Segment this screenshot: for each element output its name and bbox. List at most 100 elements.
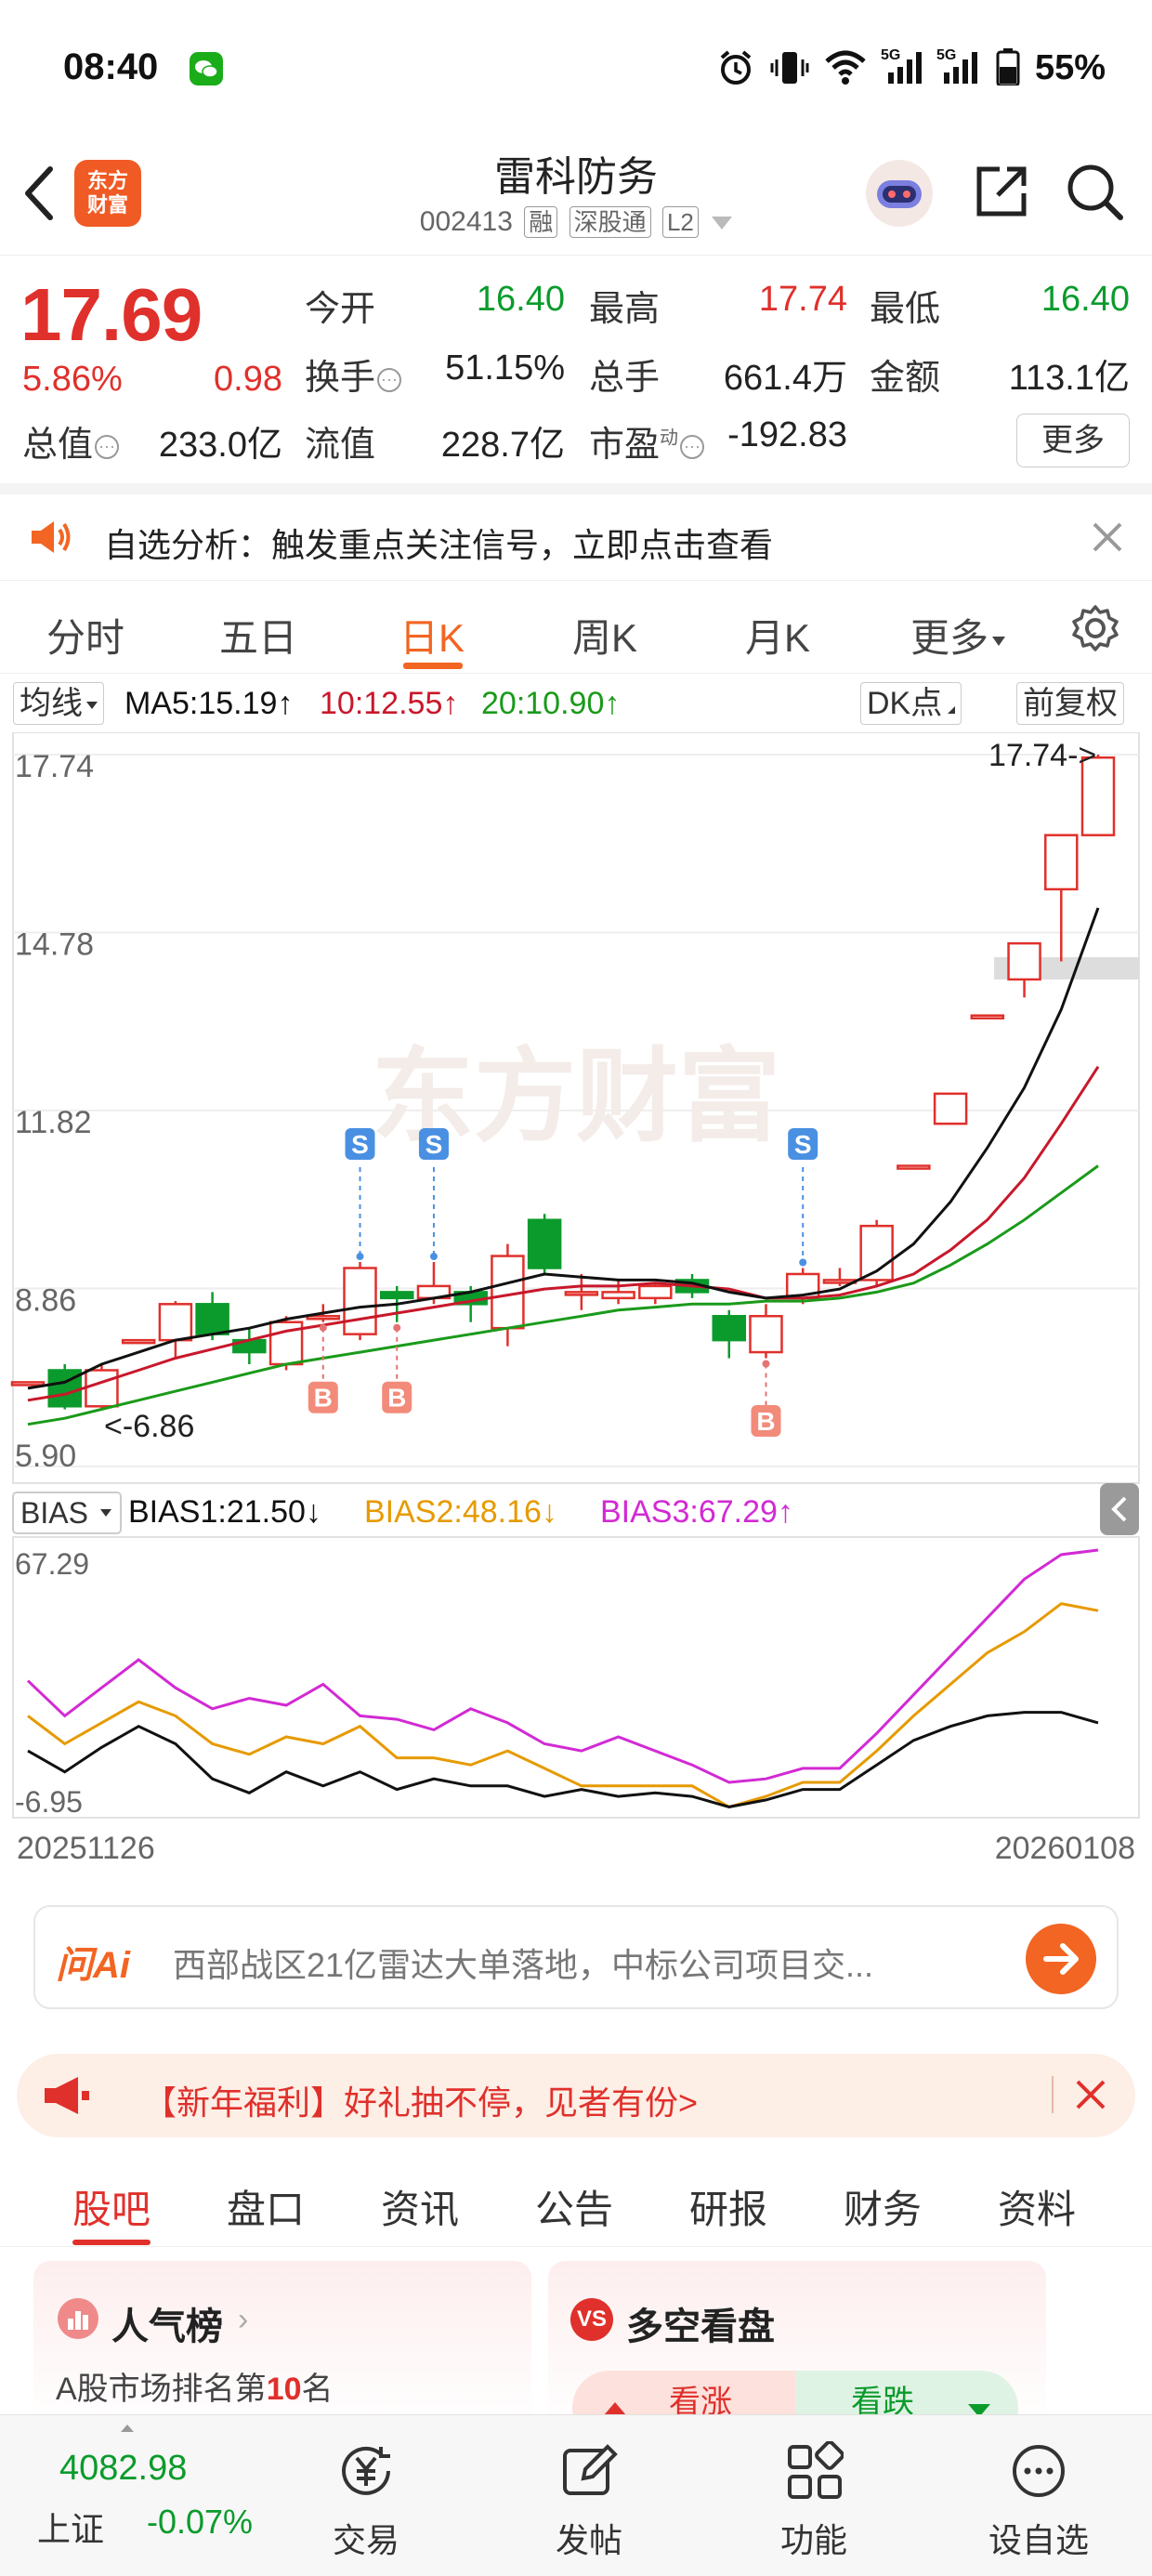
arrow-up-icon: ↑ — [604, 686, 621, 721]
tab-weekly-k[interactable]: 周K — [572, 616, 638, 660]
arrow-right-icon[interactable] — [1022, 1924, 1100, 1999]
robot-assistant-icon[interactable] — [864, 158, 935, 233]
volume-value: 661.4万 — [723, 359, 847, 398]
dropdown-icon — [86, 702, 98, 710]
tab-financials[interactable]: 财务 — [844, 2188, 923, 2231]
main-chart-frame — [12, 731, 1140, 1484]
nav-add-watchlist[interactable]: 设自选 — [946, 2415, 1132, 2576]
index-ticker[interactable]: 4082.98 上证 -0.07% — [19, 2415, 269, 2576]
dropdown-icon — [992, 636, 1006, 646]
back-icon[interactable] — [20, 164, 58, 228]
kline-svg[interactable]: 17.7414.7811.828.865.90东方财富17.74-><-6.86… — [0, 731, 1152, 1875]
tab-monthly-k[interactable]: 月K — [745, 616, 811, 660]
candle-body — [1044, 834, 1079, 891]
tab-daily-k[interactable]: 日K — [399, 616, 465, 660]
more-button[interactable]: 更多 — [1016, 414, 1130, 467]
settings-gear-icon[interactable] — [1070, 603, 1120, 658]
status-time: 08:40 — [63, 46, 159, 87]
pe-value: -192.83 — [727, 415, 847, 454]
stock-code-row[interactable]: 002413 融 深股通 L2 — [0, 206, 1152, 238]
svg-text:5G: 5G — [936, 47, 956, 63]
ma20-value: 20:10.90↑ — [481, 686, 621, 721]
buy-signal-text: B — [314, 1384, 333, 1413]
candle-body — [601, 1291, 635, 1300]
bias-chart-frame — [12, 1536, 1140, 1819]
bull-bear-card[interactable]: VS 多空看盘 看涨 看跌 — [548, 2261, 1046, 2445]
popularity-rank: A股市场排名第10名 — [56, 2372, 334, 2407]
bias2-line — [27, 1602, 1099, 1809]
high-value: 17.74 — [758, 280, 847, 319]
change-percent: 5.86% — [22, 360, 123, 399]
signal-5g-icon-2: 5G — [936, 45, 987, 92]
ask-ai-logo: 问Ai — [56, 1945, 130, 1986]
tab-announcements[interactable]: 公告 — [535, 2188, 614, 2231]
candle-body — [749, 1315, 783, 1354]
signal-5g-icon: 5G — [881, 45, 931, 92]
nav-post-label: 发帖 — [555, 2521, 622, 2559]
caret-up-icon — [121, 2425, 134, 2432]
down-triangle-icon — [968, 2404, 990, 2417]
tab-profile[interactable]: 资料 — [998, 2188, 1077, 2231]
promo-banner[interactable]: 【新年福利】好礼抽不停，见者有份> — [17, 2054, 1135, 2137]
market-cap-label[interactable]: 总值 ··· — [22, 415, 120, 467]
popularity-title: 人气榜 — [111, 2307, 223, 2347]
main-indicator-select[interactable]: 均线 — [13, 682, 104, 725]
y-tick-label: 11.82 — [15, 1105, 92, 1140]
vote-up-label: 看涨 — [669, 2385, 732, 2420]
close-icon[interactable] — [1091, 520, 1124, 559]
nav-trade[interactable]: 交易 — [273, 2415, 459, 2576]
notice-text: 自选分析：触发重点关注信号，立即点击查看 — [104, 526, 774, 564]
amount-value: 113.1亿 — [1008, 359, 1130, 398]
tab-orderbook[interactable]: 盘口 — [227, 2188, 306, 2231]
close-icon[interactable] — [1074, 2078, 1107, 2116]
candle-body — [379, 1291, 414, 1300]
tab-five-day[interactable]: 五日 — [219, 616, 298, 660]
nav-functions[interactable]: 功能 — [721, 2415, 907, 2576]
low-value: 16.40 — [1041, 280, 1130, 319]
status-bar: 08:40 5G 5G 55% — [0, 0, 1152, 130]
vs-badge: VS — [570, 2298, 613, 2341]
ask-ai-text: 西部战区21亿雷达大单落地，中标公司项目交... — [173, 1946, 874, 1984]
tab-news[interactable]: 资讯 — [381, 2188, 460, 2231]
y-tick-label: 14.78 — [15, 927, 94, 963]
pe-label[interactable]: 市盈动 ··· — [589, 415, 705, 467]
popularity-card[interactable]: 人气榜 › A股市场排名第10名 — [33, 2261, 531, 2428]
ma5-line — [27, 907, 1100, 1390]
notice-bar[interactable]: 自选分析：触发重点关注信号，立即点击查看 — [0, 483, 1152, 581]
sell-signal-dot — [429, 1253, 438, 1261]
stock-code: 002413 — [419, 206, 513, 237]
tab-intraday[interactable]: 分时 — [46, 616, 125, 660]
tab-more[interactable]: 更多 — [910, 607, 1006, 664]
kline-chart[interactable]: 17.74 14.78 11.82 8.86 5.90 东方财富 17.74-> <-6.86… — [0, 731, 1152, 1875]
share-icon[interactable] — [972, 162, 1031, 226]
bias-y-tick-bottom: -6.95 — [15, 1785, 83, 1819]
candle-body — [933, 1092, 968, 1125]
search-icon[interactable] — [1065, 162, 1124, 226]
bull-bear-title: 多空看盘 — [626, 2307, 775, 2347]
float-cap-label: 流值 — [305, 426, 376, 465]
tag-connect: 深股通 — [569, 206, 651, 238]
up-triangle-icon — [604, 2402, 626, 2415]
sell-signal-badge — [788, 1128, 818, 1160]
ma5-value: MA5:15.19↑ — [124, 686, 294, 721]
ask-ai-bar[interactable]: 问Ai 西部战区21亿雷达大单落地，中标公司项目交... — [33, 1905, 1119, 2009]
adjust-select[interactable]: 前复权 — [1016, 682, 1124, 725]
stock-name[interactable]: 雷科防务 — [494, 154, 658, 200]
active-tab-underline — [403, 663, 463, 669]
y-tick-label: 5.90 — [15, 1439, 76, 1474]
sell-signal-text: S — [794, 1130, 812, 1159]
tab-research[interactable]: 研报 — [689, 2188, 768, 2231]
nav-post[interactable]: 发帖 — [496, 2415, 682, 2576]
tab-forum[interactable]: 股吧 — [72, 2188, 151, 2231]
y-tick-label: 17.74 — [15, 749, 94, 784]
arrow-up-icon: ↑ — [442, 686, 459, 721]
turnover-label[interactable]: 换手 ··· — [305, 348, 402, 400]
candle-body — [638, 1284, 673, 1300]
high-price-label: 17.74-> — [988, 738, 1096, 773]
megaphone-icon — [41, 2074, 93, 2122]
info-icon: ··· — [377, 367, 402, 392]
arrow-up-icon: ↑ — [277, 686, 294, 721]
dk-point-select[interactable]: DK点 — [860, 682, 962, 725]
vote-down-label: 看跌 — [851, 2385, 914, 2420]
app-logo-line2: 财富 — [86, 193, 128, 217]
